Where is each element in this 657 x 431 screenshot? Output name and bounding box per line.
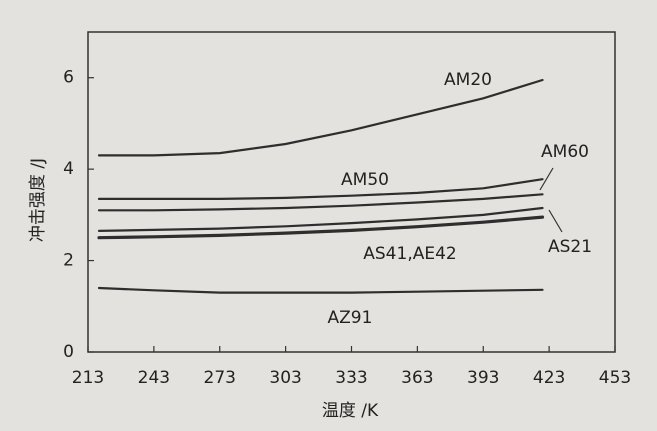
x-tick-label: 273 — [204, 368, 236, 388]
y-axis-title: 冲击强度 /J — [28, 158, 48, 242]
series-line — [97, 286, 544, 294]
series-label: AZ91 — [328, 308, 373, 328]
leader-line — [548, 209, 563, 233]
x-tick-label: 243 — [138, 368, 170, 388]
y-tick-label: 0 — [63, 342, 74, 362]
x-tick-label: 453 — [599, 368, 631, 388]
series-label: AM20 — [444, 70, 492, 90]
series-label: AM60 — [541, 142, 589, 162]
series-label: AS41,AE42 — [363, 244, 456, 264]
series-line — [97, 193, 544, 212]
leader-line — [539, 167, 554, 191]
x-tick-label: 363 — [401, 368, 433, 388]
series-line — [97, 178, 544, 200]
y-tick-label: 4 — [63, 159, 74, 179]
x-tick-label: 213 — [72, 368, 104, 388]
x-tick-label: 393 — [467, 368, 499, 388]
series-line — [97, 78, 544, 157]
series-label: AS21 — [548, 237, 592, 257]
y-tick-label: 6 — [63, 68, 74, 88]
y-tick-label: 2 — [63, 251, 74, 271]
x-tick-label: 423 — [533, 368, 565, 388]
series-label: AM50 — [341, 170, 389, 190]
x-tick-label: 333 — [335, 368, 367, 388]
x-tick-label: 303 — [269, 368, 301, 388]
series-line — [97, 215, 545, 240]
series-line — [97, 206, 544, 232]
x-axis-title: 温度 /K — [322, 401, 379, 421]
